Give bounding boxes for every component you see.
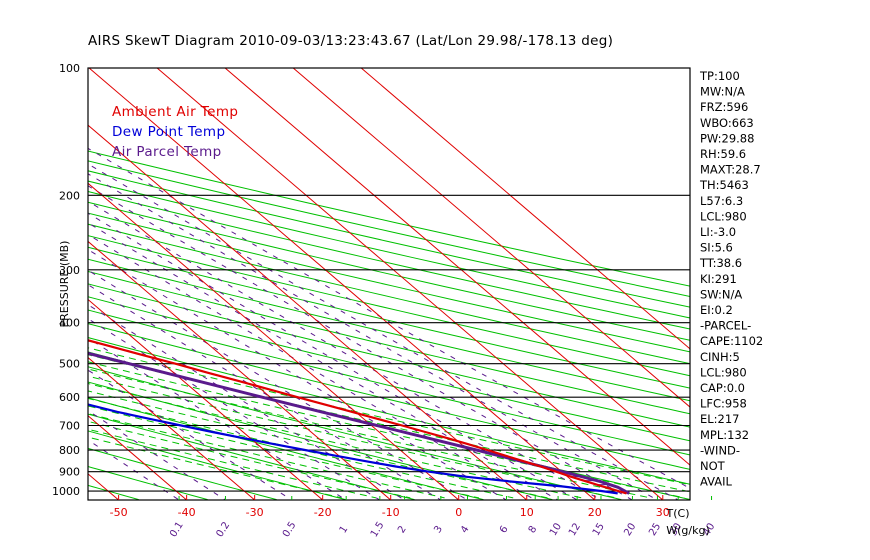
sounding-index-lcl: LCL:980 bbox=[700, 209, 747, 223]
mixing-ratio-tick-label: 0.2 bbox=[214, 520, 232, 539]
legend-item-ambient-air-temp: Ambient Air Temp bbox=[112, 104, 238, 120]
x-axis-title-mixing: W(g/kg) bbox=[666, 524, 710, 537]
mixing-ratio-tick-label: 20 bbox=[622, 521, 638, 538]
sounding-index-el: EL:217 bbox=[700, 412, 740, 426]
bottom-temperature-tick-label: 20 bbox=[588, 506, 602, 519]
sounding-index-rh: RH:59.6 bbox=[700, 147, 746, 161]
plot-frame bbox=[87, 67, 691, 501]
pressure-axis: 100 200 300 400 500 600 700 800 900 1000 bbox=[52, 62, 80, 498]
bottom-temperature-tick-label: -20 bbox=[314, 506, 332, 519]
mixing-ratio-tick-label: 1 bbox=[338, 524, 351, 535]
mixing-ratio-tick-label: 2 bbox=[396, 524, 409, 535]
pressure-tick-label: 1000 bbox=[52, 485, 80, 498]
x-axis-title-temp: T(C) bbox=[666, 507, 690, 520]
mixing-ratio-tick-label: 8 bbox=[527, 524, 540, 535]
legend-item-dew-point-temp: Dew Point Temp bbox=[112, 124, 225, 140]
sounding-index-wind: -WIND- bbox=[700, 443, 740, 457]
sounding-index-l57: L57:6.3 bbox=[700, 194, 743, 208]
pressure-tick-label: 400 bbox=[59, 317, 80, 330]
sounding-index-mpl: MPL:132 bbox=[700, 428, 749, 442]
sounding-index-wbo: WBO:663 bbox=[700, 116, 754, 130]
bottom-temperature-tick-label: -30 bbox=[246, 506, 264, 519]
mixing-ratio-tick-label: 4 bbox=[459, 524, 472, 535]
page-title: AIRS SkewT Diagram 2010-09-03/13:23:43.6… bbox=[88, 33, 614, 49]
bottom-temperature-tick-label: 0 bbox=[455, 506, 462, 519]
mixing-ratio-tick-label: 3 bbox=[432, 524, 445, 535]
sounding-index-mw: MW:N/A bbox=[700, 85, 745, 99]
mixing-ratio-lines bbox=[88, 147, 690, 500]
sounding-index-parcel: -PARCEL- bbox=[700, 319, 751, 333]
mixing-ratio-tick-label: 6 bbox=[498, 524, 511, 535]
mixing-ratio-tick-label: 0.1 bbox=[168, 520, 186, 539]
sounding-index-sw: SW:N/A bbox=[700, 287, 742, 301]
y-axis-title: PRESSURE (MB) bbox=[58, 241, 71, 328]
legend: Ambient Air Temp Dew Point Temp Air Parc… bbox=[112, 104, 238, 160]
sounding-index-cap: CAP:0.0 bbox=[700, 381, 745, 395]
bottom-temperature-tick-label: 30 bbox=[656, 506, 670, 519]
bottom-temperature-tick-label: -40 bbox=[178, 506, 196, 519]
sounding-index-tt: TT:38.6 bbox=[699, 256, 742, 270]
mixing-ratio-tick-label: 15 bbox=[591, 521, 607, 538]
mixing-ratio-tick-label: 10 bbox=[548, 521, 564, 538]
sounding-index-not: NOT bbox=[700, 459, 726, 473]
sounding-index-ei: EI:0.2 bbox=[700, 303, 733, 317]
mixing-ratio-axis: 0.1 0.2 0.5 1 1.5 2 3 4 6 8 10 12 15 20 25 30 40 bbox=[168, 496, 717, 539]
pressure-tick-label: 900 bbox=[59, 466, 80, 479]
mixing-ratio-tick-label: 25 bbox=[647, 521, 663, 538]
sounding-index-pw: PW:29.88 bbox=[700, 131, 754, 145]
bottom-temperature-axis: -50 -40 -30 -20 -10 0 10 20 30 bbox=[110, 495, 670, 519]
sounding-index-tp: TP:100 bbox=[699, 69, 740, 83]
sounding-index-th: TH:5463 bbox=[699, 178, 749, 192]
sounding-index-frz: FRZ:596 bbox=[700, 100, 748, 114]
isotherm-lines bbox=[88, 68, 690, 500]
mixing-ratio-tick-label: 1.5 bbox=[369, 520, 387, 539]
sounding-index-lfc: LFC:958 bbox=[700, 397, 747, 411]
pressure-tick-label: 800 bbox=[59, 444, 80, 457]
sounding-index-li: LI:-3.0 bbox=[700, 225, 736, 239]
mixing-ratio-tick-label: 12 bbox=[567, 521, 583, 538]
legend-item-air-parcel-temp: Air Parcel Temp bbox=[112, 144, 222, 160]
pressure-tick-label: 200 bbox=[59, 189, 80, 202]
pressure-tick-label: 300 bbox=[59, 264, 80, 277]
mixing-ratio-tick-label: 0.5 bbox=[281, 520, 299, 539]
sounding-index-si: SI:5.6 bbox=[700, 241, 733, 255]
sounding-index-ki: KI:291 bbox=[700, 272, 737, 286]
bottom-temperature-tick-label: 10 bbox=[520, 506, 534, 519]
sounding-index-cinh: CINH:5 bbox=[700, 350, 740, 364]
bottom-temperature-tick-label: -50 bbox=[110, 506, 128, 519]
sounding-index-lcl: LCL:980 bbox=[700, 365, 747, 379]
sounding-index-cape: CAPE:1102 bbox=[700, 334, 763, 348]
sounding-index-avail: AVAIL bbox=[700, 475, 733, 489]
temperature-profile-curves bbox=[88, 339, 630, 495]
pressure-tick-label: 600 bbox=[59, 391, 80, 404]
bottom-temperature-tick-label: -10 bbox=[382, 506, 400, 519]
pressure-tick-label: 100 bbox=[59, 62, 80, 75]
pressure-tick-label: 500 bbox=[59, 358, 80, 371]
pressure-tick-label: 700 bbox=[59, 420, 80, 433]
sounding-index-maxt: MAXT:28.7 bbox=[700, 163, 761, 177]
